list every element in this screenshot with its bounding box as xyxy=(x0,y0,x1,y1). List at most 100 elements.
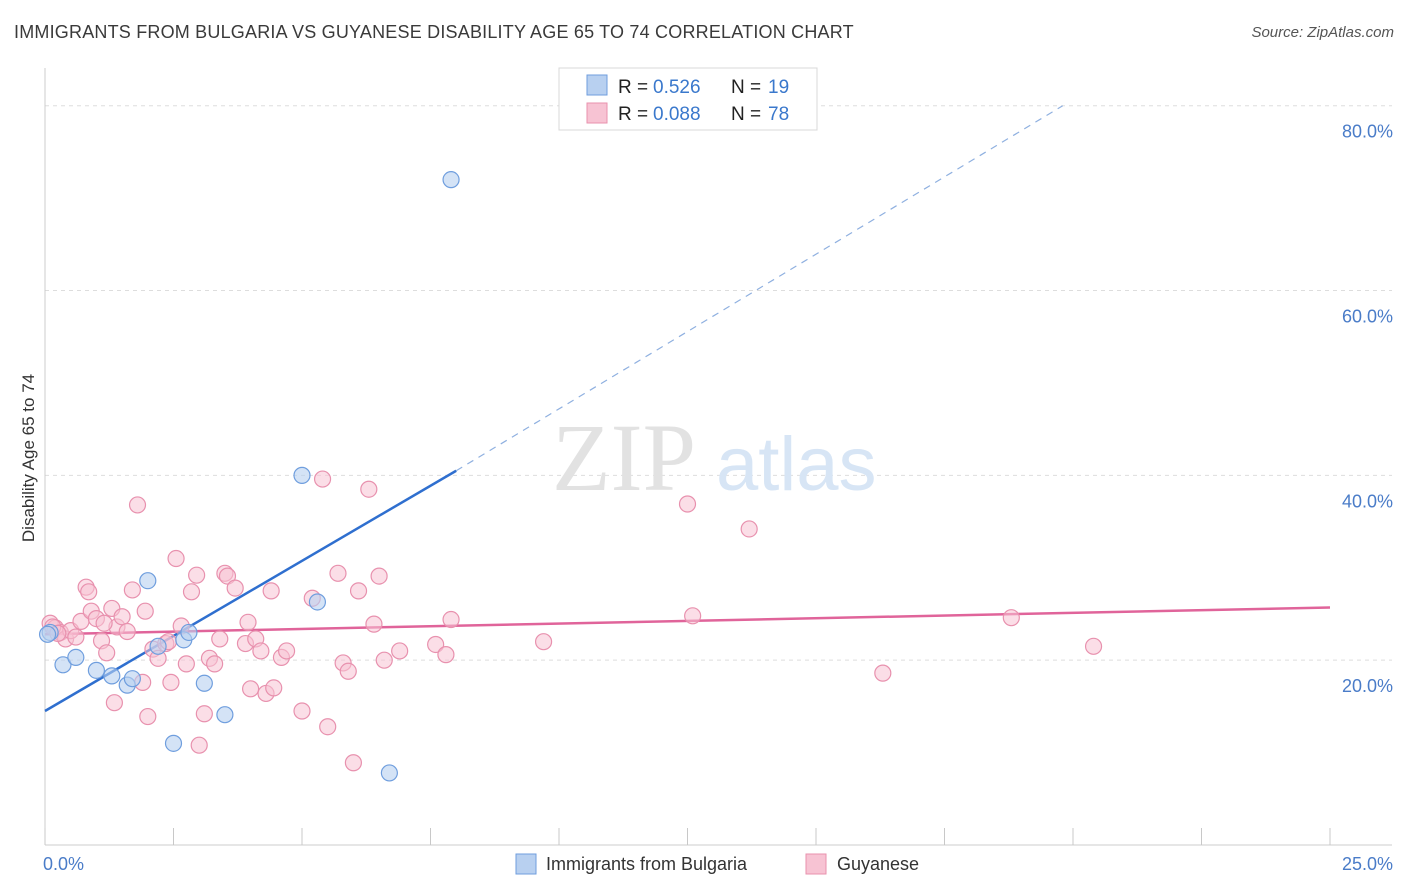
guyanese-point xyxy=(177,655,195,673)
guyanese-point xyxy=(874,664,892,682)
bulgaria-trend-extension xyxy=(455,105,1064,472)
guyanese-point xyxy=(1002,609,1020,627)
guyanese-point xyxy=(136,602,154,620)
guyanese-point xyxy=(740,520,758,538)
guyanese-point xyxy=(370,567,388,585)
guyanese-point xyxy=(118,622,136,641)
y-axis-label: Disability Age 65 to 74 xyxy=(19,374,38,542)
guyanese-point xyxy=(182,583,201,601)
y-tick-labels: 20.0% 40.0% 60.0% 80.0% xyxy=(1342,122,1393,696)
guyanese-point xyxy=(218,567,237,585)
bulgaria-points xyxy=(38,171,460,782)
guyanese-point xyxy=(344,754,362,772)
guyanese-point xyxy=(349,582,368,600)
bulgaria-point xyxy=(38,625,57,643)
guyanese-point xyxy=(293,702,311,720)
bulgaria-point xyxy=(139,572,157,590)
bulgaria-point xyxy=(123,670,141,688)
guyanese-point xyxy=(188,566,206,584)
bottom-legend-label-guyanese: Guyanese xyxy=(837,854,919,874)
guyanese-point xyxy=(195,705,213,723)
guyanese-point xyxy=(128,496,147,514)
bottom-legend-swatch-blue xyxy=(515,853,537,875)
legend-n-label: N = xyxy=(731,77,761,98)
guyanese-point xyxy=(252,642,270,660)
x-tick-labels: 0.0% 25.0% xyxy=(43,854,1393,874)
guyanese-point xyxy=(226,579,244,597)
guyanese-point xyxy=(319,718,337,736)
y-tick-label: 20.0% xyxy=(1342,676,1393,696)
bulgaria-point xyxy=(380,764,398,782)
legend-r-value: 0.526 xyxy=(653,77,701,98)
guyanese-point xyxy=(375,651,393,669)
guyanese-point xyxy=(1084,637,1103,655)
guyanese-point xyxy=(105,694,123,712)
guyanese-point xyxy=(67,628,85,646)
bulgaria-point xyxy=(216,706,234,724)
bulgaria-point xyxy=(293,466,311,484)
guyanese-point xyxy=(329,564,347,582)
guyanese-point xyxy=(360,480,378,498)
bottom-legend-swatch-pink xyxy=(805,853,827,875)
guyanese-point xyxy=(365,615,383,633)
grid-lines xyxy=(45,105,1392,661)
guyanese-point xyxy=(162,673,180,691)
bulgaria-point xyxy=(67,648,85,667)
guyanese-point xyxy=(339,662,357,680)
legend-n-label: N = xyxy=(731,104,761,125)
bulgaria-point xyxy=(149,637,167,655)
watermark-atlas: atlas xyxy=(716,422,877,507)
guyanese-point xyxy=(113,608,131,626)
y-tick-label: 60.0% xyxy=(1342,307,1393,327)
chart-title: IMMIGRANTS FROM BULGARIA VS GUYANESE DIS… xyxy=(14,22,854,42)
legend-swatch-pink xyxy=(586,102,608,124)
guyanese-point xyxy=(242,680,260,698)
bulgaria-point xyxy=(195,674,213,692)
watermark-zip: ZIP xyxy=(552,404,696,511)
guyanese-point xyxy=(313,470,332,488)
y-tick-label: 80.0% xyxy=(1342,122,1393,142)
guyanese-point xyxy=(391,642,409,660)
axes xyxy=(44,68,1392,846)
guyanese-point xyxy=(262,582,280,600)
guyanese-point xyxy=(427,635,445,654)
guyanese-point xyxy=(277,642,296,660)
guyanese-point xyxy=(437,646,455,664)
x-tick-label: 0.0% xyxy=(43,854,84,874)
guyanese-point xyxy=(211,630,229,648)
guyanese-point xyxy=(167,549,185,568)
y-tick-label: 40.0% xyxy=(1342,491,1393,511)
guyanese-point xyxy=(265,679,283,697)
guyanese-point xyxy=(95,614,113,632)
bulgaria-point xyxy=(164,734,183,752)
bulgaria-point xyxy=(180,623,198,642)
guyanese-point xyxy=(139,707,157,726)
correlation-legend: R = 0.526 N = 19 R = 0.088 N = 78 xyxy=(558,67,818,131)
guyanese-point xyxy=(80,583,98,601)
legend-r-label: R = xyxy=(618,104,648,125)
legend-n-value: 78 xyxy=(768,104,789,125)
bulgaria-point xyxy=(442,171,460,189)
source-label: Source: ZipAtlas.com xyxy=(1251,24,1394,41)
legend-swatch-blue xyxy=(586,74,608,96)
bulgaria-point xyxy=(54,656,72,674)
bulgaria-point xyxy=(103,667,121,685)
guyanese-point xyxy=(206,655,224,673)
guyanese-point xyxy=(123,581,141,599)
guyanese-point xyxy=(684,607,702,625)
legend-r-value: 0.088 xyxy=(653,104,701,125)
guyanese-point xyxy=(442,610,460,629)
legend-r-label: R = xyxy=(618,77,648,98)
guyanese-point xyxy=(98,644,116,662)
x-tick-label: 25.0% xyxy=(1342,854,1393,874)
bottom-legend-label-bulgaria: Immigrants from Bulgaria xyxy=(546,854,748,874)
bulgaria-point xyxy=(87,661,106,679)
series-legend: Immigrants from Bulgaria Guyanese xyxy=(515,853,919,875)
legend-n-value: 19 xyxy=(768,77,789,98)
guyanese-point xyxy=(190,736,208,754)
bulgaria-point xyxy=(308,593,327,611)
guyanese-point xyxy=(678,495,697,513)
guyanese-point xyxy=(534,633,553,651)
guyanese-point xyxy=(239,613,257,631)
